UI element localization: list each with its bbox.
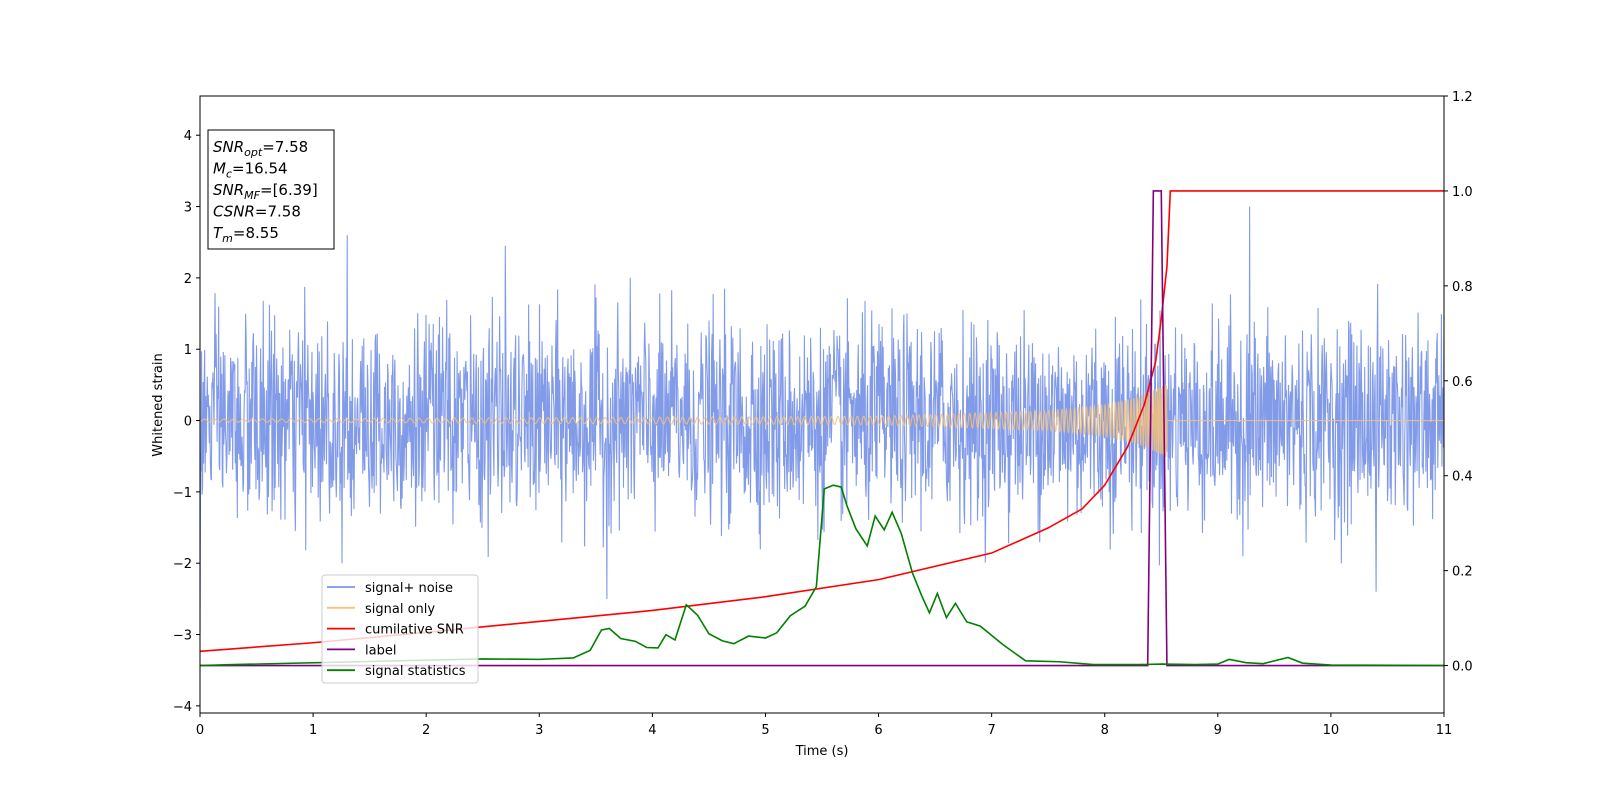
y-left-tick-label: −1 <box>173 486 192 501</box>
x-tick-label: 2 <box>422 723 430 738</box>
y-left-tick-label: 4 <box>184 129 192 144</box>
stats-annotation-box: SNRopt=7.58Mc=16.54SNRMF=[6.39]CSNR=7.58… <box>207 129 335 250</box>
legend-entry-label: signal+ noise <box>365 581 453 596</box>
y-axis-label: Whitened strain <box>151 353 166 456</box>
series-signal-noise <box>200 206 1444 635</box>
x-tick-label: 7 <box>987 723 995 738</box>
x-tick-label: 3 <box>535 723 543 738</box>
series-signal-only <box>200 384 1444 457</box>
x-axis-label: Time (s) <box>795 744 849 759</box>
legend: signal+ noise signal only cumilative SNR la… <box>321 574 479 684</box>
legend-entry-label: signal statistics <box>365 664 466 679</box>
annotation-line: SNRMF=[6.39] <box>213 181 318 202</box>
y-left-tick-label: 1 <box>184 343 192 358</box>
annotation-line: CSNR=7.58 <box>213 203 301 221</box>
annotation-line: Mc=16.54 <box>213 160 288 181</box>
x-tick-label: 10 <box>1323 723 1340 738</box>
y-left-tick-label: −2 <box>173 557 192 572</box>
legend-entry-label: label <box>365 643 396 658</box>
axis-ticks-layer: 0 1 2 3 4 5 6 7 8 9 10 11 −4 −3 −2 −1 0 1 2 3 4 0.0 0.2 0.4 0.6 0… <box>173 90 1473 738</box>
y-right-tick-label: 1.2 <box>1452 90 1473 105</box>
y-right-tick-label: 0.0 <box>1452 660 1473 675</box>
y-left-tick-label: −4 <box>173 700 192 715</box>
clipped-series-group <box>200 190 1444 667</box>
x-tick-label: 9 <box>1214 723 1222 738</box>
y-right-tick-label: 0.8 <box>1452 280 1473 295</box>
x-tick-label: 8 <box>1101 723 1109 738</box>
legend-frame <box>321 574 479 684</box>
x-tick-label: 6 <box>874 723 882 738</box>
x-tick-label: 5 <box>761 723 769 738</box>
series-label <box>200 190 1444 667</box>
legend-entry-label: cumilative SNR <box>365 623 464 638</box>
series-signal-statistics <box>200 484 1444 667</box>
x-tick-label: 11 <box>1436 723 1453 738</box>
plot-series-layer <box>200 190 1444 667</box>
y-left-tick-label: −3 <box>173 629 192 644</box>
y-right-tick-label: 0.2 <box>1452 565 1473 580</box>
y-right-tick-label: 0.4 <box>1452 470 1473 485</box>
y-left-tick-label: 2 <box>184 272 192 287</box>
annotation-line: Tm=8.55 <box>213 224 279 245</box>
x-tick-label: 0 <box>196 723 204 738</box>
x-tick-label: 4 <box>648 723 656 738</box>
x-tick-label: 1 <box>309 723 317 738</box>
y-left-tick-label: 3 <box>184 201 192 216</box>
plot-frame <box>199 95 1445 714</box>
y-left-tick-label: 0 <box>184 415 192 430</box>
annotation-frame <box>207 129 335 250</box>
y-right-tick-label: 1.0 <box>1452 185 1473 200</box>
legend-entry-label: signal only <box>365 602 435 617</box>
y-right-tick-label: 0.6 <box>1452 375 1473 390</box>
annotation-line: SNRopt=7.58 <box>213 138 308 159</box>
